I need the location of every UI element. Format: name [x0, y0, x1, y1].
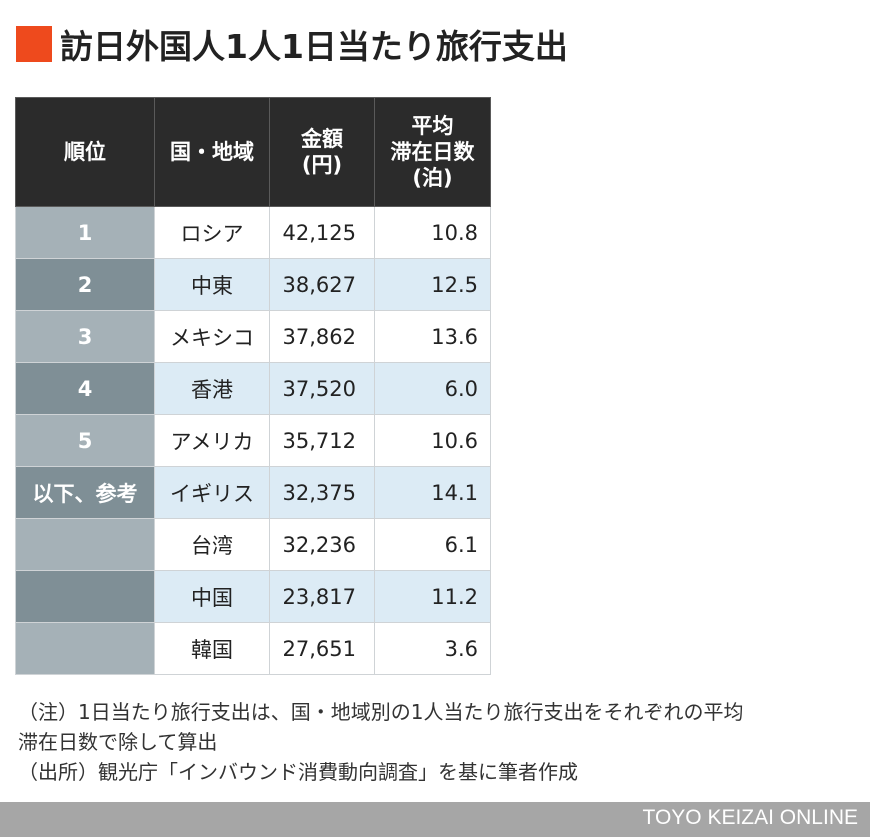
rank-cell [15, 622, 155, 675]
title-marker [16, 26, 52, 62]
table-row: 5 アメリカ 35,712 10.6 [15, 414, 491, 467]
amount-cell: 32,236 [269, 518, 375, 571]
days-cell: 10.6 [374, 414, 491, 467]
region-cell: ロシア [154, 206, 270, 259]
table-row: 1 ロシア 42,125 10.8 [15, 206, 491, 259]
rank-cell [15, 570, 155, 623]
region-cell: 中東 [154, 258, 270, 311]
table-row: 2 中東 38,627 12.5 [15, 258, 491, 311]
table-body: 1 ロシア 42,125 10.8 2 中東 38,627 12.5 3 メキシコ 37,862 13… [15, 206, 491, 675]
region-cell: アメリカ [154, 414, 270, 467]
table-row: 以下、参考 イギリス 32,375 14.1 [15, 466, 491, 519]
region-cell: 中国 [154, 570, 270, 623]
days-cell: 14.1 [374, 466, 491, 519]
amount-cell: 42,125 [269, 206, 375, 259]
days-cell: 6.1 [374, 518, 491, 571]
days-cell: 11.2 [374, 570, 491, 623]
region-cell: 香港 [154, 362, 270, 415]
header-amount: 金額 (円) [269, 97, 375, 207]
table-row: 台湾 32,236 6.1 [15, 518, 491, 571]
amount-cell: 37,862 [269, 310, 375, 363]
amount-cell: 27,651 [269, 622, 375, 675]
amount-cell: 35,712 [269, 414, 375, 467]
region-cell: 台湾 [154, 518, 270, 571]
rank-cell: 4 [15, 362, 155, 415]
notes: （注）1日当たり旅行支出は、国・地域別の1人当たり旅行支出をそれぞれの平均 滞在… [18, 697, 743, 787]
amount-cell: 37,520 [269, 362, 375, 415]
amount-cell: 32,375 [269, 466, 375, 519]
rank-cell: 1 [15, 206, 155, 259]
table-row: 4 香港 37,520 6.0 [15, 362, 491, 415]
rank-cell: 5 [15, 414, 155, 467]
header-rank: 順位 [15, 97, 155, 207]
table-row: 中国 23,817 11.2 [15, 570, 491, 623]
days-cell: 10.8 [374, 206, 491, 259]
region-cell: 韓国 [154, 622, 270, 675]
rank-cell: 以下、参考 [15, 466, 155, 519]
days-cell: 3.6 [374, 622, 491, 675]
footer-bar: TOYO KEIZAI ONLINE [0, 802, 870, 837]
source-line: （出所）観光庁「インバウンド消費動向調査」を基に筆者作成 [18, 760, 578, 784]
table-row: 3 メキシコ 37,862 13.6 [15, 310, 491, 363]
amount-cell: 23,817 [269, 570, 375, 623]
days-cell: 6.0 [374, 362, 491, 415]
rank-cell: 3 [15, 310, 155, 363]
amount-cell: 38,627 [269, 258, 375, 311]
rank-cell [15, 518, 155, 571]
region-cell: イギリス [154, 466, 270, 519]
header-days: 平均 滞在日数 (泊) [374, 97, 491, 207]
note-line: 滞在日数で除して算出 [18, 730, 218, 754]
days-cell: 13.6 [374, 310, 491, 363]
rank-cell: 2 [15, 258, 155, 311]
ranking-table: 順位 国・地域 金額 (円) 平均 滞在日数 (泊) 1 ロシア 42,125 10.… [15, 97, 491, 675]
note-line: （注）1日当たり旅行支出は、国・地域別の1人当たり旅行支出をそれぞれの平均 [18, 700, 744, 724]
days-cell: 12.5 [374, 258, 491, 311]
header-region: 国・地域 [154, 97, 270, 207]
footer-brand: TOYO KEIZAI ONLINE [642, 806, 859, 829]
title-row: 訪日外国人1人1日当たり旅行支出 [16, 24, 568, 66]
page-title: 訪日外国人1人1日当たり旅行支出 [60, 27, 568, 66]
table-header-row: 順位 国・地域 金額 (円) 平均 滞在日数 (泊) [15, 97, 491, 207]
region-cell: メキシコ [154, 310, 270, 363]
table-row: 韓国 27,651 3.6 [15, 622, 491, 675]
